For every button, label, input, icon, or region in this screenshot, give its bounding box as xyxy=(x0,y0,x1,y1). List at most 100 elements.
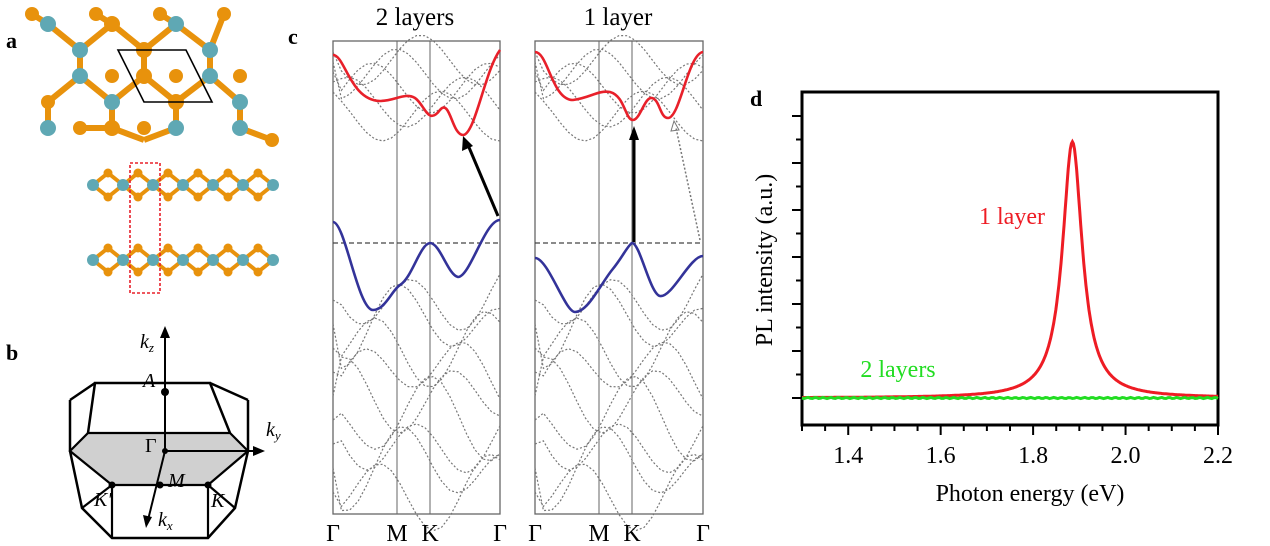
band-tick: Γ xyxy=(493,521,507,546)
band-title-1layer: 1 layer xyxy=(584,4,653,31)
dotted-band xyxy=(534,426,704,512)
lattice-side-view xyxy=(87,168,279,277)
dotted-band xyxy=(332,341,501,400)
point-Kprime-label: K′ xyxy=(93,489,112,511)
atom xyxy=(202,42,218,58)
dotted-band xyxy=(534,375,704,462)
atom xyxy=(104,16,120,32)
dotted-band xyxy=(534,423,704,474)
atom xyxy=(136,68,152,84)
sulfur-atom xyxy=(103,267,113,277)
dotted-band xyxy=(534,283,704,370)
band-tick: Γ xyxy=(696,521,710,546)
conduction-band xyxy=(332,49,502,137)
dotted-band xyxy=(332,283,501,370)
sulfur-atom xyxy=(169,69,183,83)
sulfur-atom xyxy=(103,168,113,178)
sulfur-atom xyxy=(265,133,279,147)
band-title-2layers: 2 layers xyxy=(376,4,454,31)
mo-atom xyxy=(117,179,129,191)
series-label-2layers: 2 layers xyxy=(860,357,935,383)
dotted-band xyxy=(332,62,501,114)
sulfur-atom xyxy=(163,192,173,202)
mo-atom xyxy=(87,179,99,191)
band-tick: Γ xyxy=(326,521,340,546)
indirect-transition-arrow xyxy=(675,127,701,241)
x-tick-label: 2.0 xyxy=(1111,443,1141,469)
atom xyxy=(168,120,184,136)
sulfur-atom xyxy=(223,168,233,178)
point-M-label: M xyxy=(167,470,186,492)
sulfur-atom xyxy=(103,192,113,202)
sulfur-atom xyxy=(193,168,203,178)
atom xyxy=(104,120,120,136)
band-tick: K xyxy=(623,521,641,546)
dotted-band xyxy=(332,423,501,474)
lattice-top-view xyxy=(25,7,279,147)
pl-chart: 1.4 1.6 1.8 2.0 2.2 xyxy=(792,90,1233,469)
mo-atom xyxy=(117,254,129,266)
atom xyxy=(104,94,120,110)
kz-label: kz xyxy=(140,331,154,355)
mo-atom xyxy=(267,179,279,191)
sulfur-atom xyxy=(163,168,173,178)
unit-cell-outline xyxy=(116,49,214,103)
dotted-band xyxy=(332,76,501,128)
sulfur-atom xyxy=(223,192,233,202)
valence-band xyxy=(332,218,501,312)
sulfur-atom xyxy=(253,168,263,178)
dotted-band xyxy=(534,311,704,388)
arrow-head xyxy=(629,126,639,140)
arrow-head xyxy=(462,136,473,151)
dotted-band xyxy=(534,62,704,114)
sulfur-atom xyxy=(41,95,55,109)
dotted-band xyxy=(332,48,501,100)
panel-label-c: c xyxy=(288,24,298,49)
atom xyxy=(202,68,218,84)
series-2layers-line xyxy=(801,395,1219,401)
sulfur-atom xyxy=(133,267,143,277)
atom xyxy=(168,16,184,32)
sulfur-atom xyxy=(103,243,113,253)
sulfur-atom xyxy=(153,7,167,21)
dotted-band xyxy=(332,311,501,388)
mo-atom xyxy=(207,254,219,266)
band-frame xyxy=(332,40,501,515)
mo-atom xyxy=(177,179,189,191)
sulfur-atom xyxy=(193,192,203,202)
mo-atom xyxy=(267,254,279,266)
mo-atom xyxy=(237,179,249,191)
atom xyxy=(232,94,248,110)
dotted-band xyxy=(332,34,501,86)
reciprocal-axes xyxy=(108,326,265,528)
dotted-band xyxy=(332,453,501,532)
band-kpoint-labels: Γ M K Γ Γ M K Γ xyxy=(326,521,710,546)
point-K-label: K xyxy=(210,490,226,512)
band-tick: M xyxy=(386,521,407,546)
x-axis-title: Photon energy (eV) xyxy=(936,481,1125,507)
sulfur-atom xyxy=(217,7,231,21)
point-A-label: A xyxy=(141,370,156,392)
sulfur-atom xyxy=(25,7,39,21)
mo-atom xyxy=(147,179,159,191)
arrow-head xyxy=(670,119,680,132)
dotted-band xyxy=(534,356,704,434)
atom xyxy=(40,120,56,136)
sulfur-atom xyxy=(137,121,151,135)
sulfur-atom xyxy=(163,243,173,253)
sulfur-atom xyxy=(193,267,203,277)
sulfur-atom xyxy=(253,267,263,277)
kx-label: kx xyxy=(158,509,173,533)
mo-atom xyxy=(207,179,219,191)
mo-atom xyxy=(177,254,189,266)
valence-band xyxy=(534,241,704,314)
x-tick-label: 2.2 xyxy=(1203,443,1233,469)
sulfur-atom xyxy=(223,267,233,277)
sulfur-atom xyxy=(253,243,263,253)
dotted-band xyxy=(332,426,501,512)
mo-atom xyxy=(147,254,159,266)
unit-cell-highlight xyxy=(129,162,161,294)
ky-label: ky xyxy=(266,419,281,443)
point-Gamma-label: Γ xyxy=(145,435,157,457)
